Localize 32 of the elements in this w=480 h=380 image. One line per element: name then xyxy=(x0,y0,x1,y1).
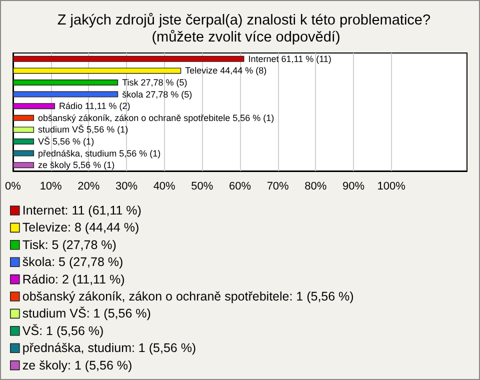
legend-label: Rádio: 2 (11,11 %) xyxy=(22,272,125,286)
data-label: studium VŠ 5,56 % (1) xyxy=(38,124,128,135)
data-label: Internet 61,11 % (11) xyxy=(248,54,332,64)
x-tick-label: 0% xyxy=(5,180,22,192)
x-tick-label: 10% xyxy=(40,180,62,192)
data-label: Rádio 11,11 % (2) xyxy=(59,101,130,112)
chart-title: Z jakých zdrojů jste čerpal(a) znalosti k této problematice? (můžete zvolit více odpovědí) xyxy=(57,12,435,46)
data-label: škola 27,78 % (5) xyxy=(122,89,192,100)
x-tick-label: 50% xyxy=(191,180,214,192)
x-tick-label: 20% xyxy=(78,180,100,192)
x-tick-label: 60% xyxy=(228,180,252,192)
data-label: Televize 44,44 % (8) xyxy=(185,66,267,76)
legend-label: Televize: 8 (44,44 %) xyxy=(22,220,140,235)
x-tick-label: 70% xyxy=(266,180,290,192)
x-tick-label: 90% xyxy=(342,180,365,192)
data-label: obšanský zákoník, zákon o ochraně spotřebitele 5,56 % (1) xyxy=(38,112,274,123)
data-label: přednáška, studium 5,56 % (1) xyxy=(38,148,161,158)
x-tick-label: 100% xyxy=(377,180,406,192)
data-label: VŠ 5,56 % (1) xyxy=(38,136,94,146)
data-label: Tisk 27,78 % (5) xyxy=(122,78,188,88)
legend-label: VŠ: 1 (5,56 %) xyxy=(22,324,104,338)
data-label: ze školy 5,56 % (1) xyxy=(38,160,115,170)
legend-label: škola: 5 (27,78 %) xyxy=(22,255,124,270)
x-tick-label: 80% xyxy=(304,180,327,192)
legend-label: obšanský zákoník, zákon o ochraně spotřebitele: 1 (5,56 %) xyxy=(22,290,354,304)
legend-label: přednáška, studium: 1 (5,56 %) xyxy=(22,341,196,356)
x-tick-label: 30% xyxy=(115,180,138,192)
x-tick-label: 40% xyxy=(153,180,176,192)
legend-label: ze školy: 1 (5,56 %) xyxy=(22,358,132,372)
legend-label: studium VŠ: 1 (5,56 %) xyxy=(22,306,151,321)
legend-label: Internet: 11 (61,11 %) xyxy=(22,204,142,218)
legend-label: Tisk: 5 (27,78 %) xyxy=(22,238,116,252)
